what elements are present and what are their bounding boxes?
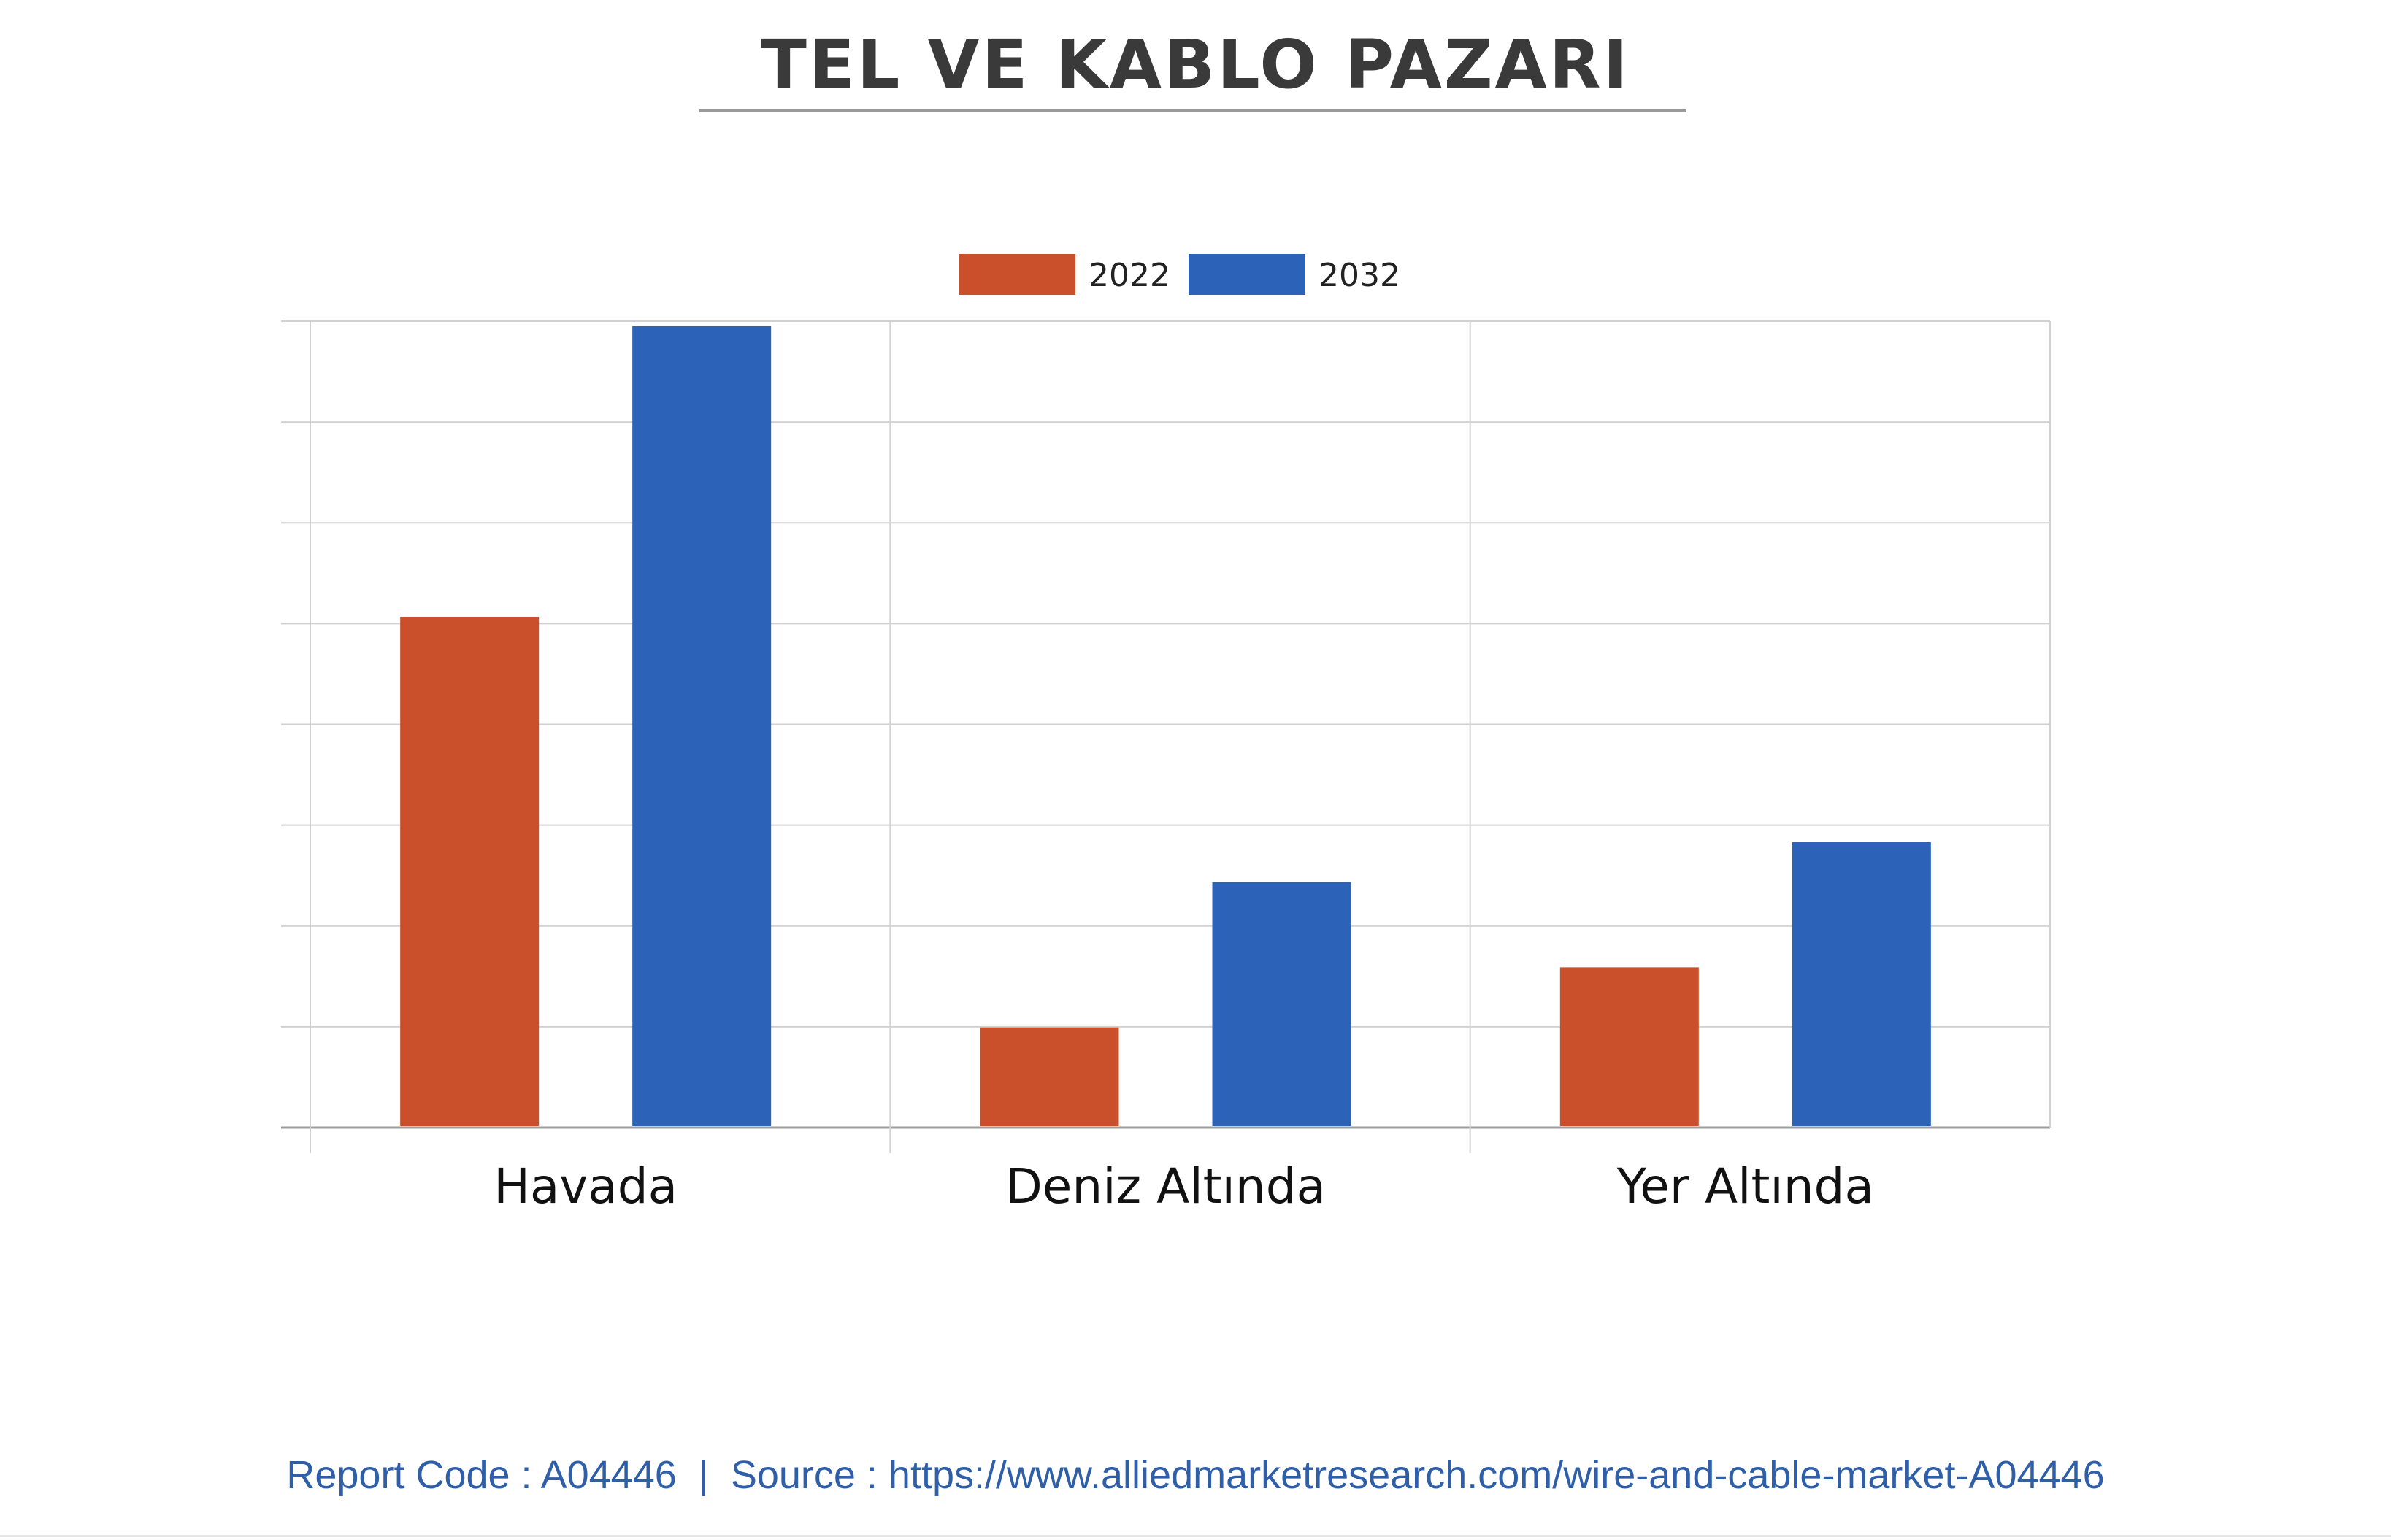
- bars: [400, 326, 1931, 1127]
- legend-swatch-2032: [1189, 254, 1305, 295]
- bottom-divider: [0, 1535, 2391, 1537]
- footer-separator: |: [698, 1453, 709, 1497]
- bar-2032-2: [1792, 842, 1931, 1126]
- chart-title: TEL VE KABLO PAZARI: [761, 26, 1630, 104]
- bar-2032-1: [1212, 882, 1351, 1126]
- bar-2022-1: [980, 1027, 1119, 1126]
- legend: 2022 2032: [959, 254, 1400, 295]
- bar-2022-0: [400, 616, 540, 1126]
- source-footer: Report Code : A04446 | Source : https://…: [0, 1452, 2391, 1498]
- grid-lines: [281, 320, 2051, 1153]
- bar-chart: 2022 2032 Havada Deniz Altında Yer Altında: [281, 254, 2051, 1214]
- x-axis-labels: Havada Deniz Altında Yer Altında: [494, 1158, 1874, 1214]
- report-code: Report Code : A04446: [286, 1453, 677, 1497]
- legend-label: 2032: [1319, 257, 1400, 294]
- legend-label: 2022: [1089, 257, 1170, 294]
- x-tick-label: Havada: [494, 1158, 678, 1214]
- x-tick-label: Deniz Altında: [1005, 1158, 1326, 1214]
- bar-2032-0: [632, 326, 772, 1127]
- legend-swatch-2022: [959, 254, 1075, 295]
- title-underline: [699, 109, 1686, 112]
- source-link[interactable]: Source : https://www.alliedmarketresearc…: [730, 1453, 2105, 1497]
- bar-2022-2: [1559, 967, 1699, 1126]
- x-tick-label: Yer Altında: [1616, 1158, 1874, 1214]
